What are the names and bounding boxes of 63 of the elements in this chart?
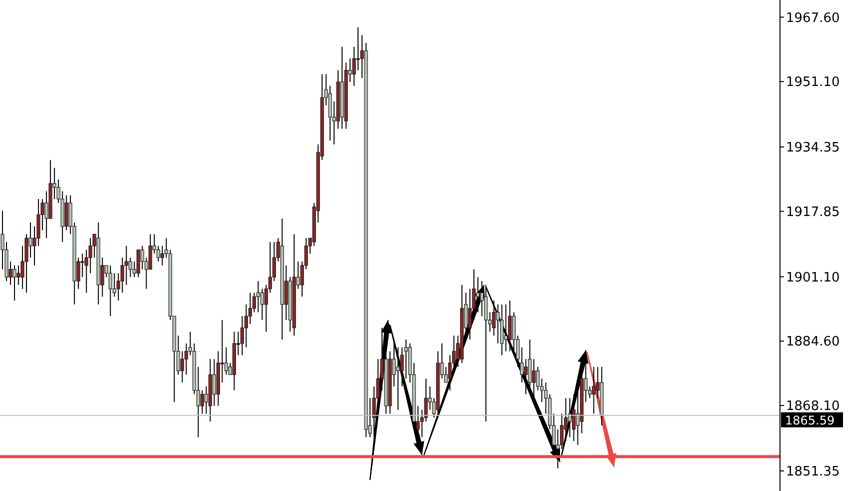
candlestick [480, 280, 484, 317]
candlestick [572, 394, 576, 442]
candlestick [208, 358, 212, 422]
candlestick [340, 46, 344, 130]
candlestick [64, 194, 68, 231]
candlestick [476, 276, 480, 313]
candlestick [396, 346, 400, 410]
candlestick [140, 245, 144, 270]
candlestick [524, 358, 528, 395]
candlestick [492, 300, 496, 336]
y-tick-label: 1851.35 [786, 464, 840, 480]
candlestick [80, 253, 84, 278]
candlestick [108, 264, 112, 317]
y-tick-label: 1868.10 [786, 399, 840, 414]
candlestick [508, 300, 512, 352]
y-tick-label: 1884.60 [786, 334, 840, 350]
candlestick [448, 354, 452, 391]
candlestick [500, 304, 504, 356]
candlestick [528, 339, 532, 391]
candlestick [88, 238, 92, 274]
candlestick [424, 378, 428, 422]
candlestick [240, 316, 244, 356]
candlestick [292, 234, 296, 336]
candlestick [460, 284, 464, 364]
y-tick-label: 1951.10 [786, 75, 840, 90]
candlestick [328, 85, 332, 142]
candlestick [560, 413, 564, 450]
candlestick [280, 218, 284, 340]
candlestick [60, 190, 64, 242]
candlestick [288, 276, 292, 332]
candlestick [468, 288, 472, 340]
candlestick [160, 245, 164, 266]
candlestick [156, 245, 160, 262]
candlestick [184, 342, 188, 376]
candlestick [388, 350, 392, 414]
candlestick [28, 222, 32, 258]
candlestick [36, 198, 40, 246]
y-tick-label: 1917.85 [786, 204, 840, 220]
candlestick [592, 366, 596, 414]
candlestick [400, 346, 404, 387]
candlestick [232, 331, 236, 391]
candlestick [96, 222, 100, 305]
candlestick [24, 234, 28, 294]
candlestick [556, 428, 560, 469]
candlestick [244, 304, 248, 348]
y-tick-label: 1901.10 [786, 270, 840, 286]
candlestick [212, 358, 216, 406]
candlestick [12, 264, 16, 302]
candlestick [124, 245, 128, 286]
y-tick-label: 1934.35 [786, 140, 840, 156]
candlestick [404, 339, 408, 380]
candlestick [520, 346, 524, 383]
y-tick-label: 1967.60 [786, 10, 840, 26]
candlestick [496, 304, 500, 344]
candlestick [532, 358, 536, 399]
candlestick [120, 257, 124, 294]
candlestick [256, 280, 260, 313]
candlestick [504, 304, 508, 352]
candlestick [84, 249, 88, 294]
candlestick [248, 292, 252, 324]
candlestick [564, 398, 568, 442]
candlestick [180, 350, 184, 383]
ref-line-label: 1865.59 [785, 413, 835, 428]
